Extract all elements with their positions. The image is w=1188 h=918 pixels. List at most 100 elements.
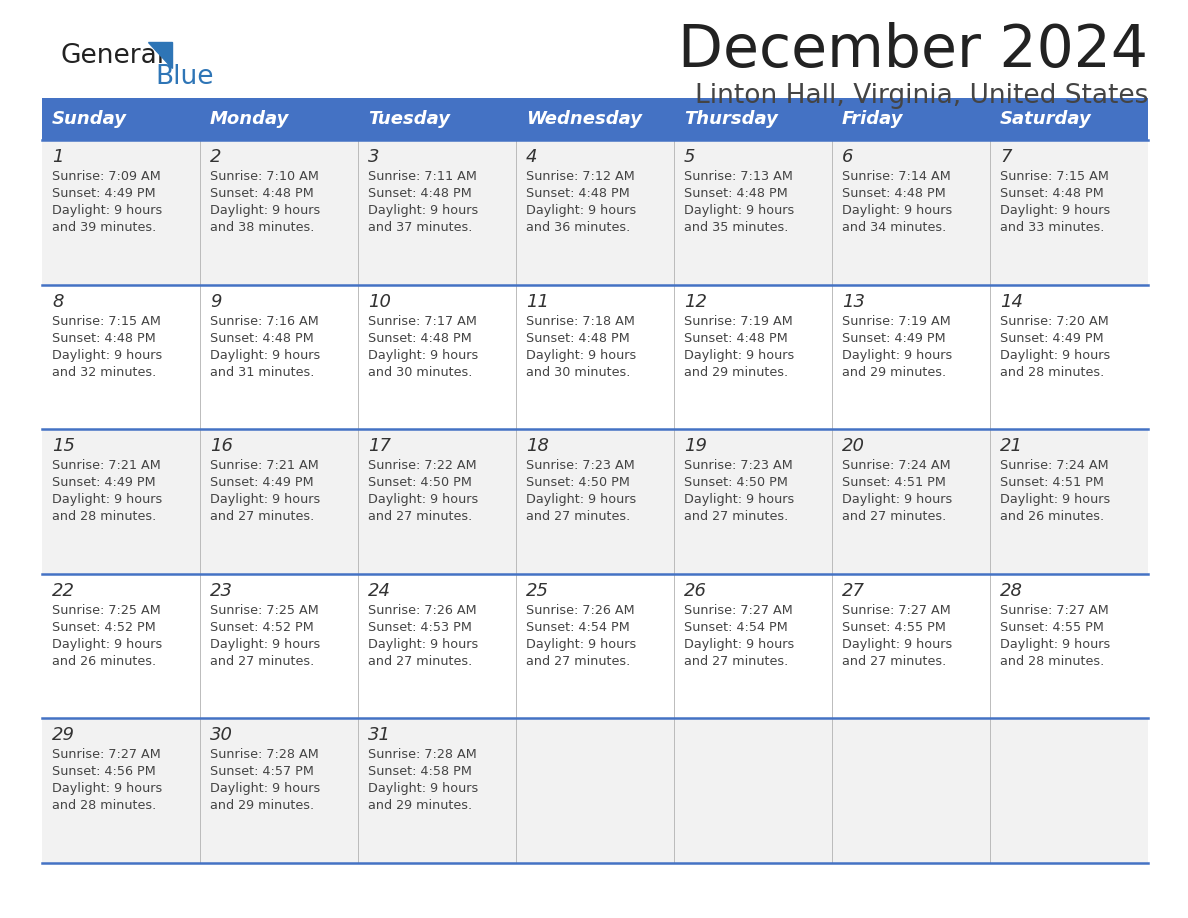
Text: and 28 minutes.: and 28 minutes.: [1000, 655, 1105, 667]
Text: 8: 8: [52, 293, 63, 310]
Text: Blue: Blue: [154, 64, 214, 90]
Text: 18: 18: [526, 437, 549, 455]
Text: Daylight: 9 hours: Daylight: 9 hours: [52, 349, 163, 362]
Text: Daylight: 9 hours: Daylight: 9 hours: [842, 204, 953, 217]
Text: 17: 17: [368, 437, 391, 455]
Text: and 26 minutes.: and 26 minutes.: [1000, 510, 1104, 523]
Text: and 31 minutes.: and 31 minutes.: [210, 365, 315, 378]
Text: Sunrise: 7:21 AM: Sunrise: 7:21 AM: [210, 459, 318, 472]
Text: and 28 minutes.: and 28 minutes.: [52, 510, 157, 523]
Text: Sunrise: 7:27 AM: Sunrise: 7:27 AM: [842, 604, 950, 617]
Text: Sunset: 4:52 PM: Sunset: 4:52 PM: [52, 621, 156, 633]
Text: and 39 minutes.: and 39 minutes.: [52, 221, 157, 234]
Text: and 27 minutes.: and 27 minutes.: [368, 510, 473, 523]
Text: Daylight: 9 hours: Daylight: 9 hours: [52, 204, 163, 217]
Text: 27: 27: [842, 582, 865, 599]
Text: Sunrise: 7:27 AM: Sunrise: 7:27 AM: [684, 604, 792, 617]
Text: and 36 minutes.: and 36 minutes.: [526, 221, 631, 234]
Bar: [42, 98, 1148, 140]
Text: Daylight: 9 hours: Daylight: 9 hours: [684, 204, 795, 217]
Text: Tuesday: Tuesday: [368, 110, 450, 128]
Text: Sunrise: 7:11 AM: Sunrise: 7:11 AM: [368, 170, 476, 183]
Text: Daylight: 9 hours: Daylight: 9 hours: [684, 493, 795, 506]
Text: Sunrise: 7:12 AM: Sunrise: 7:12 AM: [526, 170, 634, 183]
Text: Sunrise: 7:28 AM: Sunrise: 7:28 AM: [368, 748, 476, 761]
Text: Daylight: 9 hours: Daylight: 9 hours: [210, 349, 321, 362]
Text: and 29 minutes.: and 29 minutes.: [368, 800, 472, 812]
Text: and 27 minutes.: and 27 minutes.: [526, 655, 631, 667]
Text: Thursday: Thursday: [684, 110, 778, 128]
Text: Sunrise: 7:23 AM: Sunrise: 7:23 AM: [526, 459, 634, 472]
Text: 6: 6: [842, 148, 853, 166]
Text: Sunday: Sunday: [52, 110, 127, 128]
Text: 26: 26: [684, 582, 707, 599]
Text: Monday: Monday: [210, 110, 290, 128]
Text: and 27 minutes.: and 27 minutes.: [368, 655, 473, 667]
Text: Sunset: 4:48 PM: Sunset: 4:48 PM: [684, 187, 788, 200]
Text: 20: 20: [842, 437, 865, 455]
Text: 21: 21: [1000, 437, 1023, 455]
Text: Daylight: 9 hours: Daylight: 9 hours: [52, 493, 163, 506]
Text: Sunset: 4:48 PM: Sunset: 4:48 PM: [1000, 187, 1104, 200]
Text: December 2024: December 2024: [678, 21, 1148, 79]
Text: Sunset: 4:57 PM: Sunset: 4:57 PM: [210, 766, 314, 778]
Text: Daylight: 9 hours: Daylight: 9 hours: [368, 204, 479, 217]
Text: and 27 minutes.: and 27 minutes.: [210, 655, 315, 667]
Text: Linton Hall, Virginia, United States: Linton Hall, Virginia, United States: [695, 83, 1148, 109]
Text: Sunrise: 7:22 AM: Sunrise: 7:22 AM: [368, 459, 476, 472]
Text: 22: 22: [52, 582, 75, 599]
Text: 24: 24: [368, 582, 391, 599]
Text: Daylight: 9 hours: Daylight: 9 hours: [526, 493, 637, 506]
Text: Sunset: 4:48 PM: Sunset: 4:48 PM: [526, 187, 630, 200]
Text: 9: 9: [210, 293, 221, 310]
Text: Sunset: 4:50 PM: Sunset: 4:50 PM: [684, 476, 788, 489]
Text: Sunset: 4:55 PM: Sunset: 4:55 PM: [1000, 621, 1104, 633]
Text: Sunrise: 7:21 AM: Sunrise: 7:21 AM: [52, 459, 160, 472]
Text: 2: 2: [210, 148, 221, 166]
Text: Daylight: 9 hours: Daylight: 9 hours: [684, 349, 795, 362]
Text: Sunset: 4:50 PM: Sunset: 4:50 PM: [368, 476, 472, 489]
Text: Daylight: 9 hours: Daylight: 9 hours: [210, 204, 321, 217]
Text: 7: 7: [1000, 148, 1011, 166]
Bar: [42, 285, 1148, 430]
Bar: [42, 574, 1148, 719]
Text: Saturday: Saturday: [1000, 110, 1092, 128]
Text: and 32 minutes.: and 32 minutes.: [52, 365, 157, 378]
Text: 29: 29: [52, 726, 75, 744]
Text: Sunrise: 7:24 AM: Sunrise: 7:24 AM: [842, 459, 950, 472]
Text: Wednesday: Wednesday: [526, 110, 642, 128]
Text: Sunset: 4:52 PM: Sunset: 4:52 PM: [210, 621, 314, 633]
Text: Sunrise: 7:27 AM: Sunrise: 7:27 AM: [1000, 604, 1108, 617]
Text: Daylight: 9 hours: Daylight: 9 hours: [210, 638, 321, 651]
Text: Sunset: 4:51 PM: Sunset: 4:51 PM: [842, 476, 946, 489]
Text: Daylight: 9 hours: Daylight: 9 hours: [526, 638, 637, 651]
Text: 25: 25: [526, 582, 549, 599]
Text: 23: 23: [210, 582, 233, 599]
Text: and 27 minutes.: and 27 minutes.: [684, 655, 789, 667]
Text: Daylight: 9 hours: Daylight: 9 hours: [368, 782, 479, 795]
Text: Sunset: 4:54 PM: Sunset: 4:54 PM: [684, 621, 788, 633]
Text: Sunrise: 7:13 AM: Sunrise: 7:13 AM: [684, 170, 792, 183]
Text: Friday: Friday: [842, 110, 904, 128]
Text: 16: 16: [210, 437, 233, 455]
Text: and 27 minutes.: and 27 minutes.: [842, 510, 947, 523]
Text: Sunrise: 7:14 AM: Sunrise: 7:14 AM: [842, 170, 950, 183]
Text: Daylight: 9 hours: Daylight: 9 hours: [52, 782, 163, 795]
Text: and 30 minutes.: and 30 minutes.: [368, 365, 473, 378]
Text: and 38 minutes.: and 38 minutes.: [210, 221, 315, 234]
Text: and 29 minutes.: and 29 minutes.: [210, 800, 314, 812]
Text: and 28 minutes.: and 28 minutes.: [1000, 365, 1105, 378]
Text: Sunset: 4:49 PM: Sunset: 4:49 PM: [1000, 331, 1104, 344]
Text: Sunset: 4:48 PM: Sunset: 4:48 PM: [210, 187, 314, 200]
Text: 1: 1: [52, 148, 63, 166]
Text: and 30 minutes.: and 30 minutes.: [526, 365, 631, 378]
Text: 14: 14: [1000, 293, 1023, 310]
Text: 11: 11: [526, 293, 549, 310]
Bar: [42, 140, 1148, 285]
Text: and 27 minutes.: and 27 minutes.: [526, 510, 631, 523]
Text: and 27 minutes.: and 27 minutes.: [684, 510, 789, 523]
Text: Daylight: 9 hours: Daylight: 9 hours: [526, 204, 637, 217]
Text: Sunset: 4:54 PM: Sunset: 4:54 PM: [526, 621, 630, 633]
Text: Sunrise: 7:09 AM: Sunrise: 7:09 AM: [52, 170, 160, 183]
Text: Sunrise: 7:27 AM: Sunrise: 7:27 AM: [52, 748, 160, 761]
